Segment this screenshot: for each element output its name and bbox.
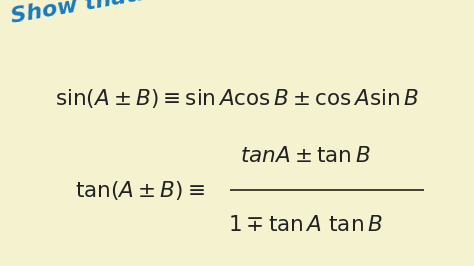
Text: $\tan(A \pm B) \equiv$: $\tan(A \pm B) \equiv$ [75, 179, 205, 202]
Text: $1 \mp \tan A\ \tan B$: $1 \mp \tan A\ \tan B$ [228, 215, 383, 235]
Text: $\mathit{tan}A \pm \tan B$: $\mathit{tan}A \pm \tan B$ [240, 146, 371, 166]
Text: $\sin(A \pm B) \equiv \sin A \cos B \pm \cos A \sin B$: $\sin(A \pm B) \equiv \sin A \cos B \pm … [55, 87, 419, 110]
Text: Show that:: Show that: [9, 0, 147, 27]
